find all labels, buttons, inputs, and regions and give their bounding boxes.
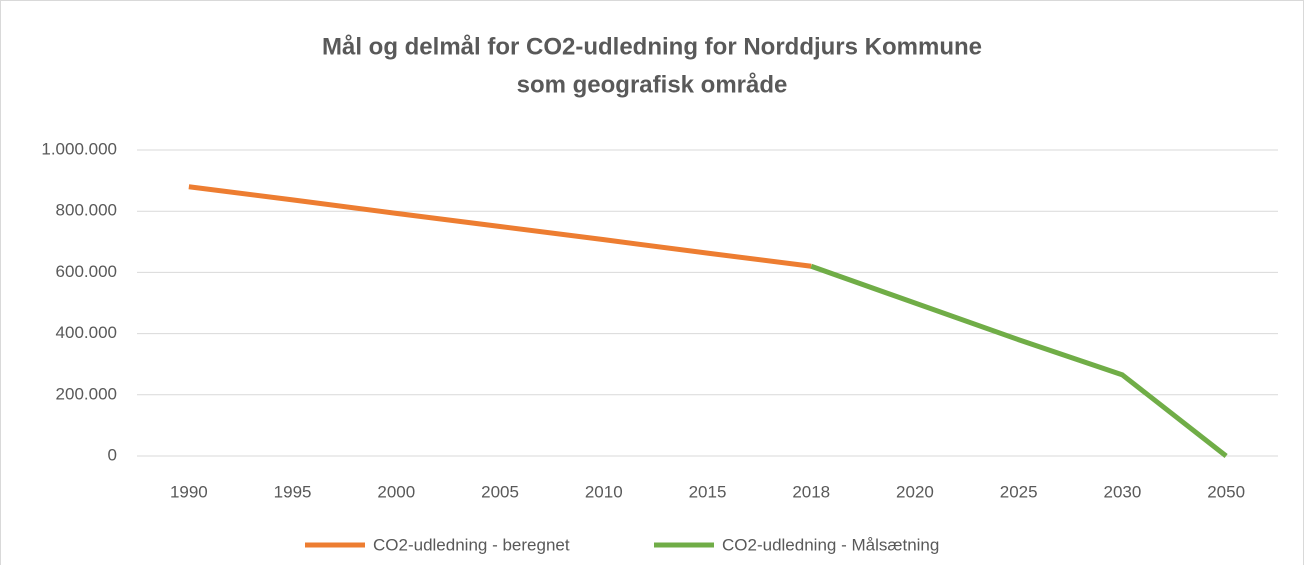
y-tick-label: 600.000 — [56, 262, 117, 281]
x-tick-label: 2050 — [1207, 482, 1245, 501]
chart-title: som geografisk område — [517, 71, 788, 98]
x-tick-label: 1995 — [274, 482, 312, 501]
x-tick-label: 2025 — [1000, 482, 1038, 501]
x-tick-label: 1990 — [170, 482, 208, 501]
y-tick-label: 800.000 — [56, 201, 117, 220]
x-tick-label: 2010 — [585, 482, 623, 501]
legend-label: CO2-udledning - Målsætning — [722, 535, 939, 554]
x-tick-label: 2030 — [1103, 482, 1141, 501]
x-tick-label: 2020 — [896, 482, 934, 501]
legend-label: CO2-udledning - beregnet — [373, 535, 570, 554]
y-tick-label: 0 — [108, 445, 117, 464]
x-tick-label: 2005 — [481, 482, 519, 501]
x-tick-label: 2000 — [377, 482, 415, 501]
y-tick-label: 1.000.000 — [41, 139, 117, 158]
x-tick-label: 2015 — [689, 482, 727, 501]
series-line — [188, 184, 812, 269]
chart-title: Mål og delmål for CO2-udledning for Nord… — [322, 33, 982, 60]
x-tick-label: 2018 — [792, 482, 830, 501]
series-line — [810, 263, 1228, 458]
y-tick-label: 200.000 — [56, 384, 117, 403]
y-tick-label: 400.000 — [56, 323, 117, 342]
